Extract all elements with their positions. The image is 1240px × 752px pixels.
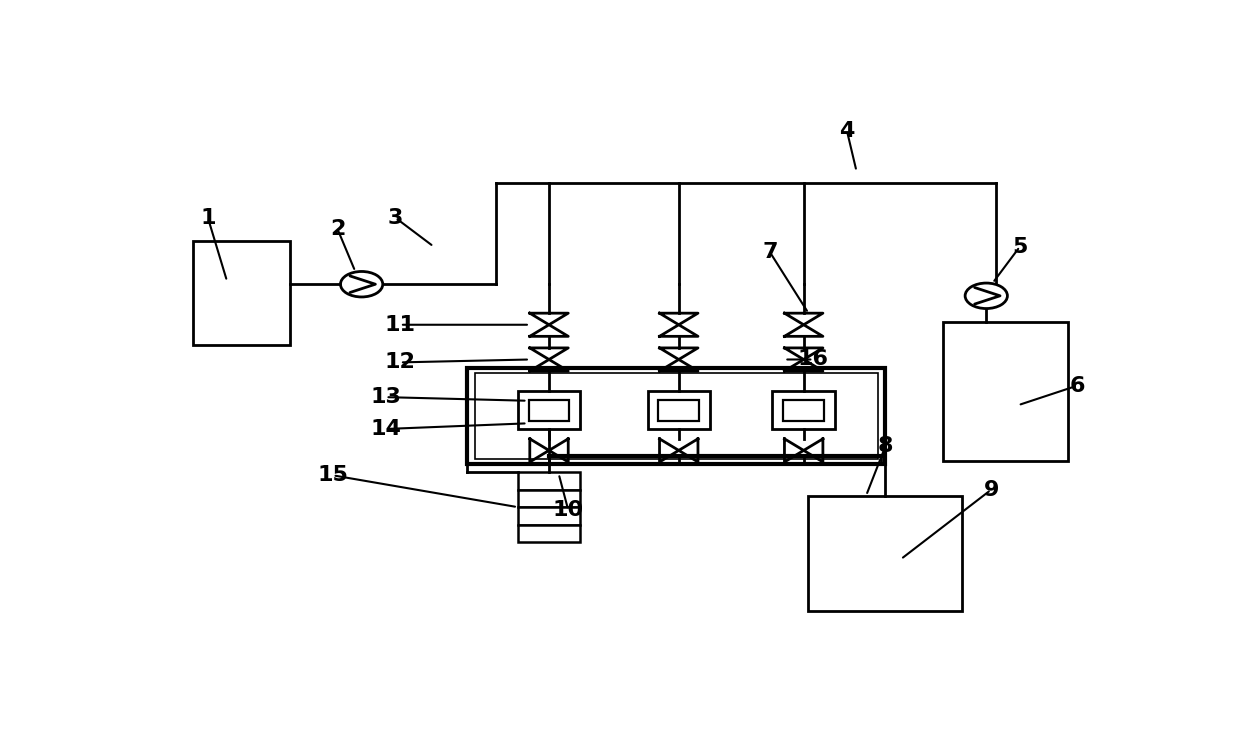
- Text: 13: 13: [371, 387, 401, 407]
- Text: 12: 12: [384, 353, 415, 372]
- Text: 16: 16: [797, 350, 828, 369]
- Bar: [518, 525, 580, 542]
- Text: 2: 2: [330, 220, 345, 239]
- Bar: [518, 507, 580, 525]
- Text: 15: 15: [317, 465, 348, 485]
- Bar: [773, 391, 835, 429]
- Text: 3: 3: [388, 208, 403, 228]
- Bar: [658, 400, 699, 420]
- Bar: [808, 496, 962, 611]
- Bar: [193, 241, 290, 345]
- Text: 6: 6: [1070, 375, 1085, 396]
- Bar: [942, 322, 1068, 461]
- Bar: [475, 373, 878, 459]
- Bar: [467, 368, 885, 464]
- Text: 7: 7: [763, 242, 777, 262]
- Text: 11: 11: [384, 315, 415, 335]
- Bar: [518, 472, 580, 490]
- Bar: [528, 400, 569, 420]
- Text: 14: 14: [371, 419, 401, 439]
- Bar: [647, 391, 711, 429]
- Bar: [518, 391, 580, 429]
- Text: 1: 1: [200, 208, 216, 228]
- Text: 9: 9: [983, 480, 998, 500]
- Text: 10: 10: [553, 500, 584, 520]
- Bar: [784, 400, 823, 420]
- Text: 4: 4: [839, 121, 854, 141]
- Bar: [518, 490, 580, 507]
- Text: 8: 8: [878, 436, 893, 456]
- Text: 5: 5: [1012, 237, 1028, 256]
